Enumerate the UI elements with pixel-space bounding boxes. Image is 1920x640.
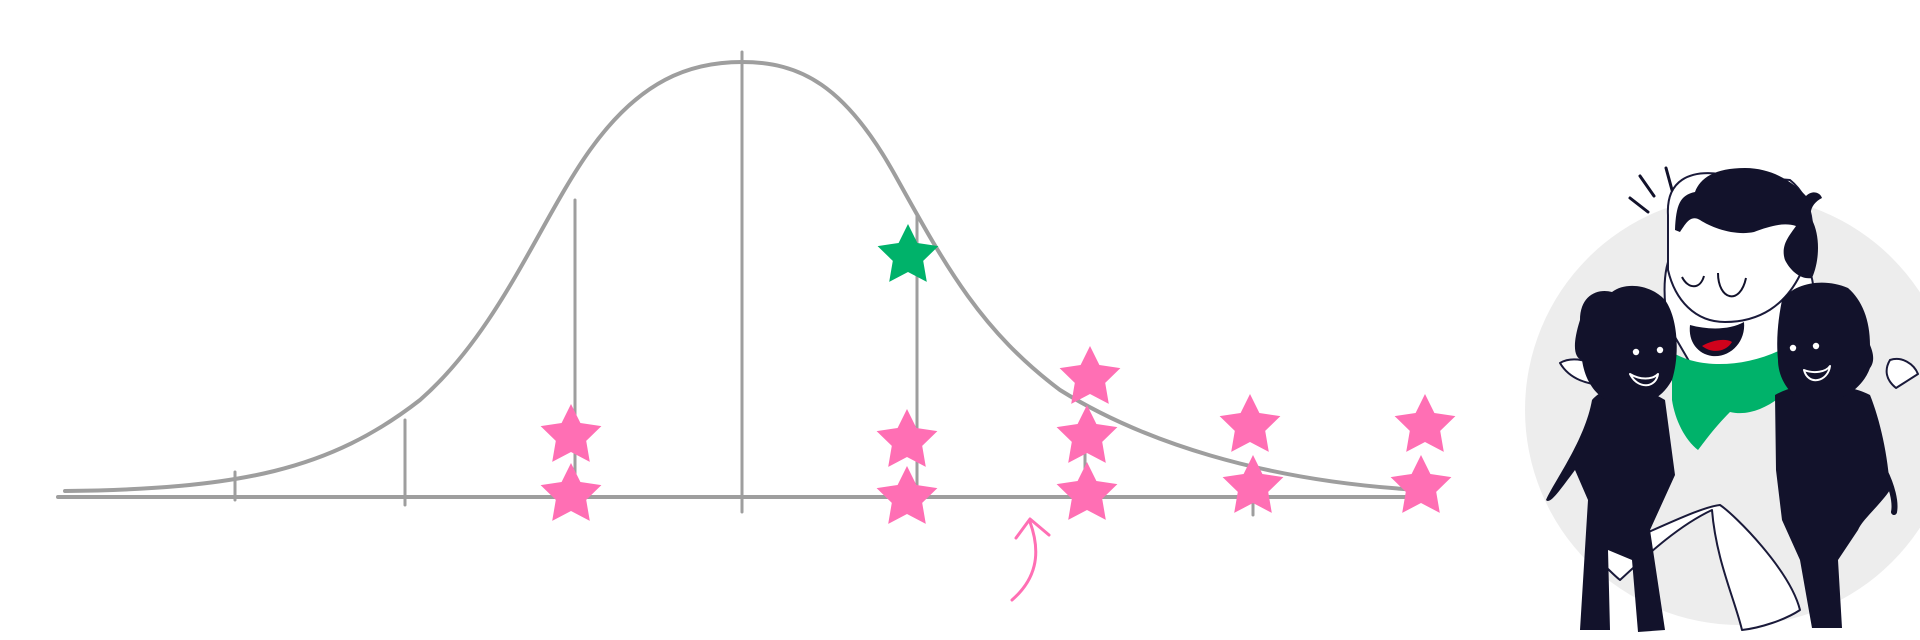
- right-head: [1777, 282, 1874, 403]
- star-icon: [1390, 455, 1452, 513]
- right-body: [1775, 384, 1890, 628]
- hair: [1675, 168, 1822, 279]
- left-body: [1546, 386, 1675, 632]
- mouth: [1689, 322, 1745, 357]
- star-icon: [540, 404, 602, 462]
- curved-arrow-icon: [1010, 517, 1051, 602]
- bell-curve-graphic: [56, 50, 1422, 517]
- people-illustration: [1525, 166, 1920, 632]
- star-icon: [876, 409, 938, 467]
- star-icon: [1056, 405, 1118, 463]
- star-icon: [1056, 462, 1118, 520]
- star-icon: [1394, 394, 1456, 452]
- star-icon: [540, 463, 602, 521]
- left-head: [1574, 285, 1677, 406]
- person-dark-right: [1775, 282, 1898, 628]
- star-icon: [1219, 394, 1281, 452]
- star-icon: [876, 466, 938, 524]
- person-dark-left: [1546, 285, 1677, 632]
- scarf: [1672, 345, 1800, 450]
